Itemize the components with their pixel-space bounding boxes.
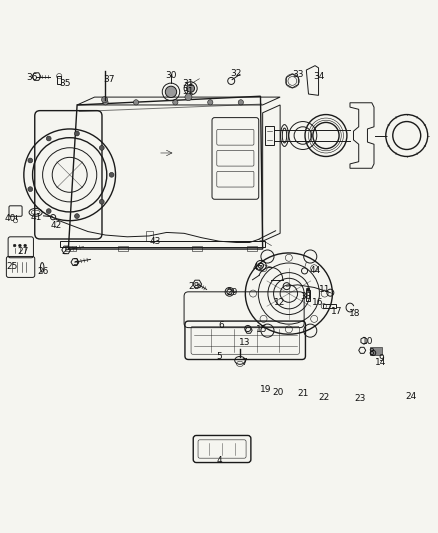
Text: 28: 28 bbox=[188, 281, 199, 290]
Circle shape bbox=[185, 94, 192, 101]
Bar bbox=[146, 231, 152, 241]
Circle shape bbox=[173, 100, 178, 105]
Text: 34: 34 bbox=[313, 72, 324, 81]
Text: 11: 11 bbox=[319, 285, 330, 294]
Text: 31: 31 bbox=[182, 87, 193, 96]
Text: 4: 4 bbox=[216, 456, 222, 465]
Text: 36: 36 bbox=[26, 74, 38, 83]
Text: 19: 19 bbox=[261, 385, 272, 394]
Bar bbox=[57, 76, 61, 84]
Circle shape bbox=[99, 146, 104, 150]
Bar bbox=[247, 246, 257, 251]
Circle shape bbox=[187, 84, 194, 92]
Text: 20: 20 bbox=[273, 387, 284, 397]
Text: 16: 16 bbox=[311, 298, 323, 307]
Text: 12: 12 bbox=[274, 298, 285, 307]
Text: 13: 13 bbox=[240, 338, 251, 348]
Text: 17: 17 bbox=[331, 306, 343, 316]
Text: 45: 45 bbox=[253, 263, 264, 272]
Text: 14: 14 bbox=[375, 358, 386, 367]
Bar bbox=[370, 347, 382, 354]
Text: 21: 21 bbox=[297, 389, 308, 398]
Circle shape bbox=[46, 136, 51, 141]
Text: 3: 3 bbox=[72, 257, 78, 266]
Circle shape bbox=[13, 244, 16, 247]
Circle shape bbox=[165, 86, 177, 98]
Circle shape bbox=[109, 172, 114, 177]
Text: 7: 7 bbox=[241, 358, 247, 367]
Text: 22: 22 bbox=[318, 393, 329, 402]
Circle shape bbox=[24, 244, 26, 247]
Circle shape bbox=[46, 209, 51, 214]
Circle shape bbox=[28, 187, 33, 191]
Circle shape bbox=[102, 96, 108, 103]
Bar bbox=[65, 246, 76, 251]
Circle shape bbox=[74, 131, 79, 136]
Text: 33: 33 bbox=[292, 70, 304, 79]
Text: 24: 24 bbox=[406, 392, 417, 401]
Circle shape bbox=[103, 100, 108, 105]
Bar bbox=[306, 289, 310, 301]
Text: 41: 41 bbox=[31, 213, 42, 222]
Text: 40: 40 bbox=[5, 214, 16, 223]
Bar bbox=[118, 246, 128, 251]
Text: 10: 10 bbox=[362, 337, 373, 346]
Bar bbox=[192, 246, 202, 251]
Text: 37: 37 bbox=[103, 75, 115, 84]
Text: 8: 8 bbox=[368, 349, 374, 358]
Text: 2: 2 bbox=[61, 247, 67, 256]
Text: 38: 38 bbox=[300, 292, 312, 301]
Circle shape bbox=[238, 100, 244, 105]
Text: 44: 44 bbox=[309, 266, 321, 276]
Text: 15: 15 bbox=[256, 325, 268, 334]
Text: 35: 35 bbox=[60, 79, 71, 88]
Text: 30: 30 bbox=[165, 71, 177, 80]
Circle shape bbox=[74, 214, 79, 219]
Circle shape bbox=[28, 158, 33, 163]
Text: 25: 25 bbox=[6, 262, 17, 271]
Text: 31: 31 bbox=[182, 79, 193, 88]
Text: 32: 32 bbox=[231, 69, 242, 78]
Text: 29: 29 bbox=[226, 288, 238, 297]
Bar bbox=[323, 304, 336, 309]
Text: 6: 6 bbox=[218, 321, 224, 330]
Text: 43: 43 bbox=[150, 237, 161, 246]
Text: 9: 9 bbox=[378, 354, 384, 362]
Circle shape bbox=[99, 199, 104, 204]
Text: 23: 23 bbox=[354, 394, 365, 403]
Text: 5: 5 bbox=[216, 351, 222, 360]
Circle shape bbox=[208, 100, 213, 105]
Circle shape bbox=[18, 244, 21, 247]
Circle shape bbox=[306, 288, 310, 292]
Text: 26: 26 bbox=[38, 267, 49, 276]
Text: 42: 42 bbox=[51, 221, 62, 230]
Text: 18: 18 bbox=[349, 309, 360, 318]
Bar bbox=[265, 126, 275, 145]
Text: 27: 27 bbox=[18, 247, 29, 256]
Circle shape bbox=[134, 100, 139, 105]
